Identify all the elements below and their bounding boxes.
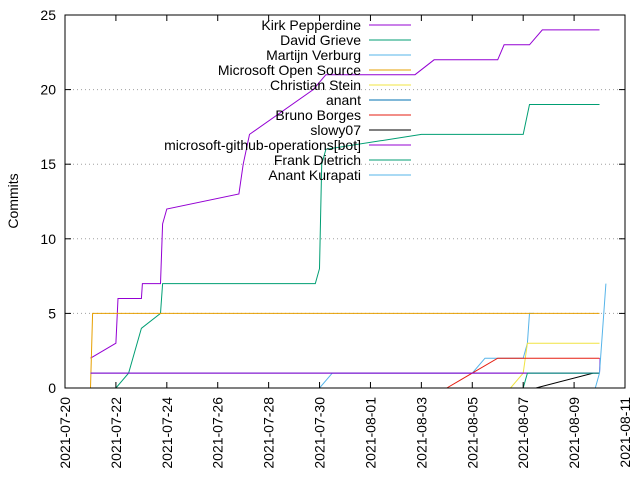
legend-label: Microsoft Open Source <box>218 62 361 78</box>
plot-frame <box>64 14 626 389</box>
x-tick-label: 2021-07-26 <box>210 397 226 469</box>
legend-label: Kirk Pepperdine <box>261 17 361 33</box>
y-tick-label: 10 <box>40 231 56 247</box>
legend-label: David Grieve <box>280 32 361 48</box>
legend-label: anant <box>326 92 361 108</box>
x-tick-label: 2021-07-22 <box>108 397 124 469</box>
series-line <box>90 312 600 389</box>
series-line <box>90 29 600 359</box>
x-tick-label: 2021-07-24 <box>159 397 175 469</box>
legend-label: Bruno Borges <box>275 107 361 123</box>
series-line <box>535 372 600 389</box>
x-tick-label: 2021-07-30 <box>312 397 328 469</box>
legend-label: Frank Dietrich <box>274 152 361 168</box>
x-tick-label: 2021-08-11 <box>617 397 633 468</box>
y-tick-label: 20 <box>40 82 56 98</box>
series-lines <box>90 29 607 389</box>
x-axis: 2021-07-20 2021-07-22 2021-07-24 2021-07-26… <box>57 15 633 469</box>
series-line <box>594 283 607 389</box>
series-line <box>522 372 600 389</box>
y-axis: 0 5 10 15 20 25 <box>40 7 625 396</box>
legend-label: microsoft-github-operations[bot] <box>164 137 361 153</box>
y-tick-label: 15 <box>40 156 56 172</box>
x-tick-label: 2021-08-09 <box>566 397 582 469</box>
series-line <box>115 104 600 389</box>
x-tick-label: 2021-08-01 <box>362 397 378 469</box>
y-tick-label: 25 <box>40 7 56 23</box>
legend-label: slowy07 <box>310 122 361 138</box>
y-tick-label: 0 <box>48 380 56 396</box>
legend-label: Anant Kurapati <box>268 167 361 183</box>
legend-label: Martijn Verburg <box>266 47 361 63</box>
x-tick-label: 2021-08-05 <box>464 397 480 469</box>
x-tick-label: 2021-07-20 <box>57 397 73 469</box>
x-tick-label: 2021-08-03 <box>413 397 429 469</box>
y-axis-title: Commits <box>5 173 21 228</box>
y-tick-label: 5 <box>48 305 56 321</box>
legend-label: Christian Stein <box>270 77 361 93</box>
series-line <box>446 357 600 389</box>
x-tick-label: 2021-07-28 <box>261 397 277 469</box>
x-tick-label: 2021-08-07 <box>515 397 531 469</box>
series-line <box>510 342 600 389</box>
series-line <box>319 312 534 389</box>
